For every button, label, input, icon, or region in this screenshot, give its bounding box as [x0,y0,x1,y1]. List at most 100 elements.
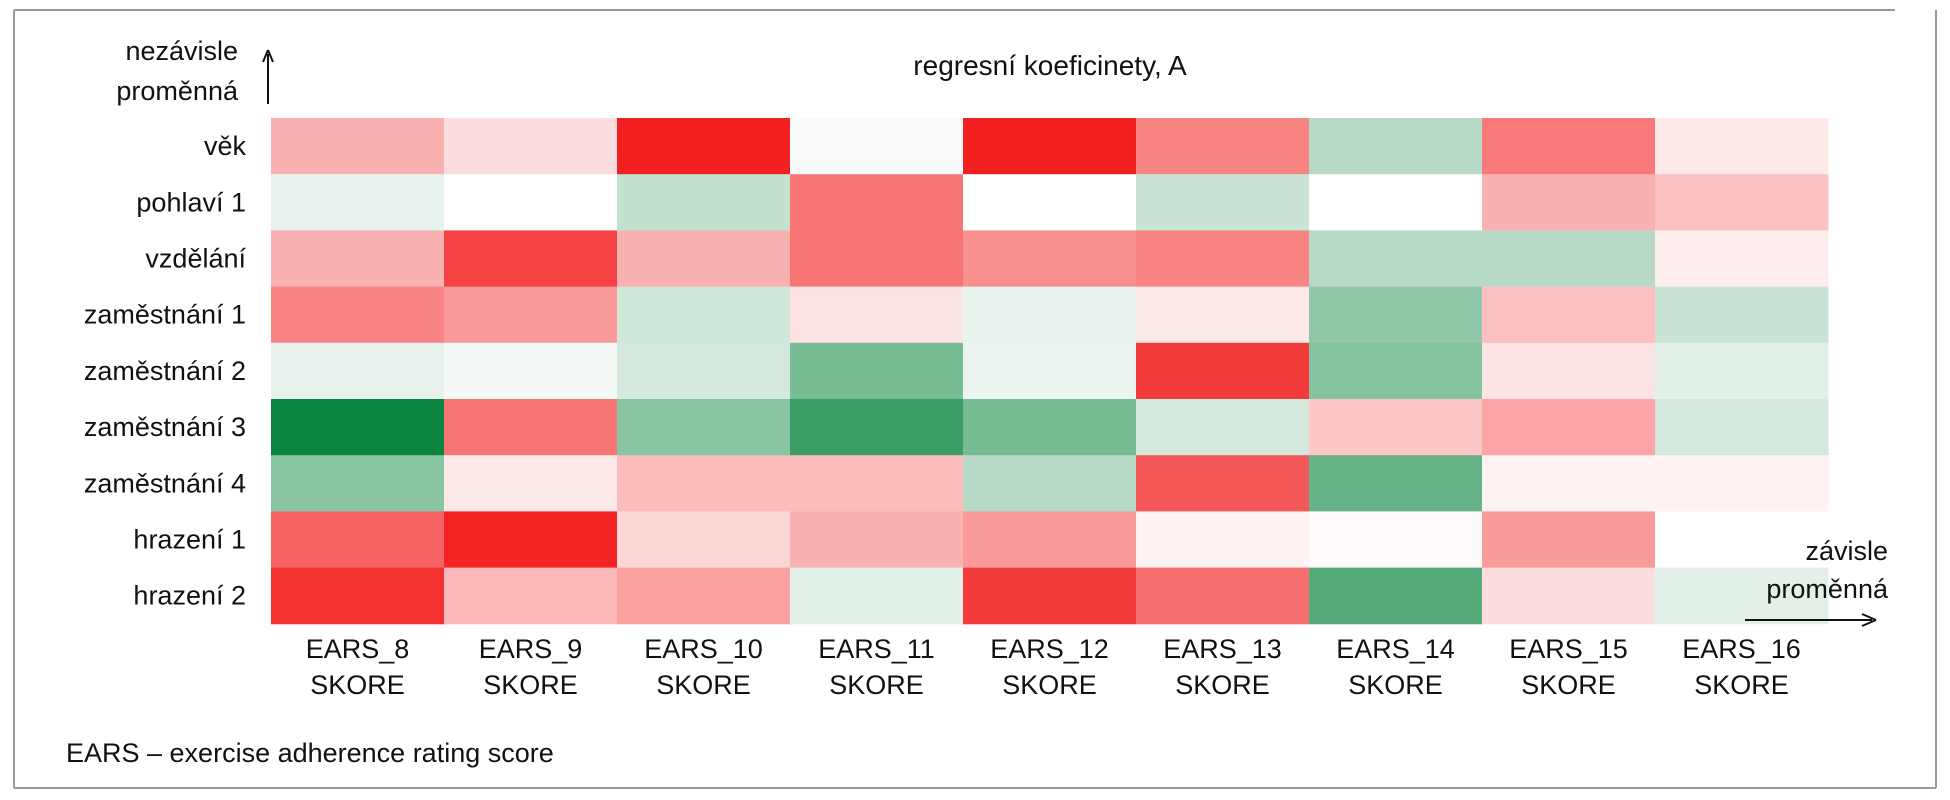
heatmap-cell-r1-c5 [1136,174,1310,231]
column-label-line1: EARS_11 [818,634,935,664]
heatmap-cell-r7-c6 [1309,511,1483,569]
heatmap-cell-r5-c3 [790,399,964,456]
heatmap-cell-r8-c0 [271,567,445,625]
heatmap-cell-r2-c4 [963,230,1137,288]
heatmap-cell-r7-c2 [617,511,791,569]
heatmap-cell-r2-c2 [617,230,791,288]
y-axis-label-line1: nezávisle [125,36,238,66]
heatmap-cell-r7-c8 [1655,511,1829,569]
heatmap-cell-r5-c0 [271,399,445,456]
y-axis-arrow-head [262,49,274,63]
column-label-line2: SKORE [310,670,405,700]
column-label-line2: SKORE [483,670,578,700]
column-label-line1: EARS_9 [479,634,583,664]
row-label: hrazení 1 [133,525,246,555]
heatmap-cell-r6-c5 [1136,455,1310,512]
column-label-line2: SKORE [1521,670,1616,700]
heatmap-cell-r3-c8 [1655,286,1829,344]
column-label-line2: SKORE [1348,670,1443,700]
row-label: zaměstnání 3 [84,412,246,442]
heatmap-cell-r1-c0 [271,174,445,231]
heatmap-cell-r4-c0 [271,342,445,400]
footnote: EARS – exercise adherence rating score [66,738,554,768]
heatmap-cell-r0-c6 [1309,118,1483,175]
heatmap-cell-r5-c1 [444,399,618,456]
heatmap-cell-r8-c2 [617,567,791,625]
heatmap-cell-r0-c2 [617,118,791,175]
column-label-line1: EARS_10 [644,634,763,664]
heatmap-cell-r1-c6 [1309,174,1483,231]
heatmap-cell-r2-c6 [1309,230,1483,288]
heatmap-cell-r4-c5 [1136,342,1310,400]
y-axis-label-line2: proměnná [116,76,239,106]
heatmap-cell-r3-c7 [1482,286,1656,344]
heatmap-cell-r0-c0 [271,118,445,175]
column-label-line2: SKORE [1694,670,1789,700]
heatmap-cell-r8-c8 [1655,567,1829,625]
heatmap-cell-r4-c6 [1309,342,1483,400]
column-label-line2: SKORE [1002,670,1097,700]
heatmap-cell-r7-c4 [963,511,1137,569]
heatmap-cell-r0-c3 [790,118,964,175]
heatmap-cell-r3-c2 [617,286,791,344]
row-label: zaměstnání 4 [84,468,246,498]
heatmap-cell-r6-c4 [963,455,1137,512]
heatmap-cell-r3-c4 [963,286,1137,344]
column-label-line1: EARS_12 [990,634,1109,664]
heatmap-cell-r5-c5 [1136,399,1310,456]
heatmap-cell-r1-c2 [617,174,791,231]
heatmap-cell-r8-c7 [1482,567,1656,625]
heatmap-cell-r1-c8 [1655,174,1829,231]
heatmap-cell-r6-c3 [790,455,964,512]
heatmap-cell-r2-c5 [1136,230,1310,288]
column-label-line1: EARS_15 [1509,634,1628,664]
heatmap-cell-r4-c8 [1655,342,1829,400]
heatmap-cell-r2-c8 [1655,230,1829,288]
chart-title: regresní koeficinety, A [913,50,1187,81]
heatmap-cell-r3-c3 [790,286,964,344]
heatmap-cell-r6-c0 [271,455,445,512]
row-label: hrazení 2 [133,581,246,611]
heatmap-cell-r7-c5 [1136,511,1310,569]
heatmap-cell-r6-c6 [1309,455,1483,512]
heatmap-cell-r5-c2 [617,399,791,456]
heatmap-cell-r0-c7 [1482,118,1656,175]
row-labels: věk pohlaví 1 vzdělání zaměstnání 1 zaměstná… [84,131,247,611]
heatmap-cell-r0-c1 [444,118,618,175]
heatmap-cell-r8-c3 [790,567,964,625]
heatmap-cell-r7-c3 [790,511,964,569]
heatmap-cell-r5-c6 [1309,399,1483,456]
heatmap-cell-r1-c3 [790,174,964,231]
heatmap-cell-r7-c1 [444,511,618,569]
x-axis-label-line1: závisle [1805,536,1888,566]
heatmap-cells [271,118,1829,625]
heatmap-cell-r4-c2 [617,342,791,400]
heatmap-cell-r7-c7 [1482,511,1656,569]
heatmap-cell-r4-c1 [444,342,618,400]
heatmap-cell-r3-c1 [444,286,618,344]
column-label-line1: EARS_14 [1336,634,1455,664]
heatmap-cell-r5-c7 [1482,399,1656,456]
heatmap-cell-r0-c8 [1655,118,1829,175]
heatmap-cell-r0-c4 [963,118,1137,175]
heatmap-cell-r2-c7 [1482,230,1656,288]
row-label: zaměstnání 1 [84,300,246,330]
heatmap-cell-r5-c4 [963,399,1137,456]
heatmap-cell-r3-c5 [1136,286,1310,344]
heatmap-cell-r6-c8 [1655,455,1829,512]
heatmap-cell-r0-c5 [1136,118,1310,175]
heatmap-cell-r8-c5 [1136,567,1310,625]
heatmap-cell-r8-c4 [963,567,1137,625]
heatmap-cell-r7-c0 [271,511,445,569]
row-label: věk [204,131,247,161]
column-label-line2: SKORE [829,670,924,700]
column-label-line1: EARS_8 [306,634,410,664]
column-labels: EARS_8 SKORE EARS_9 SKORE EARS_10 SKORE EARS_1… [306,634,1801,700]
heatmap-cell-r6-c1 [444,455,618,512]
heatmap-cell-r2-c0 [271,230,445,288]
row-label: vzdělání [145,244,246,274]
heatmap-cell-r1-c4 [963,174,1137,231]
row-label: pohlaví 1 [136,187,246,217]
column-label-line2: SKORE [656,670,751,700]
